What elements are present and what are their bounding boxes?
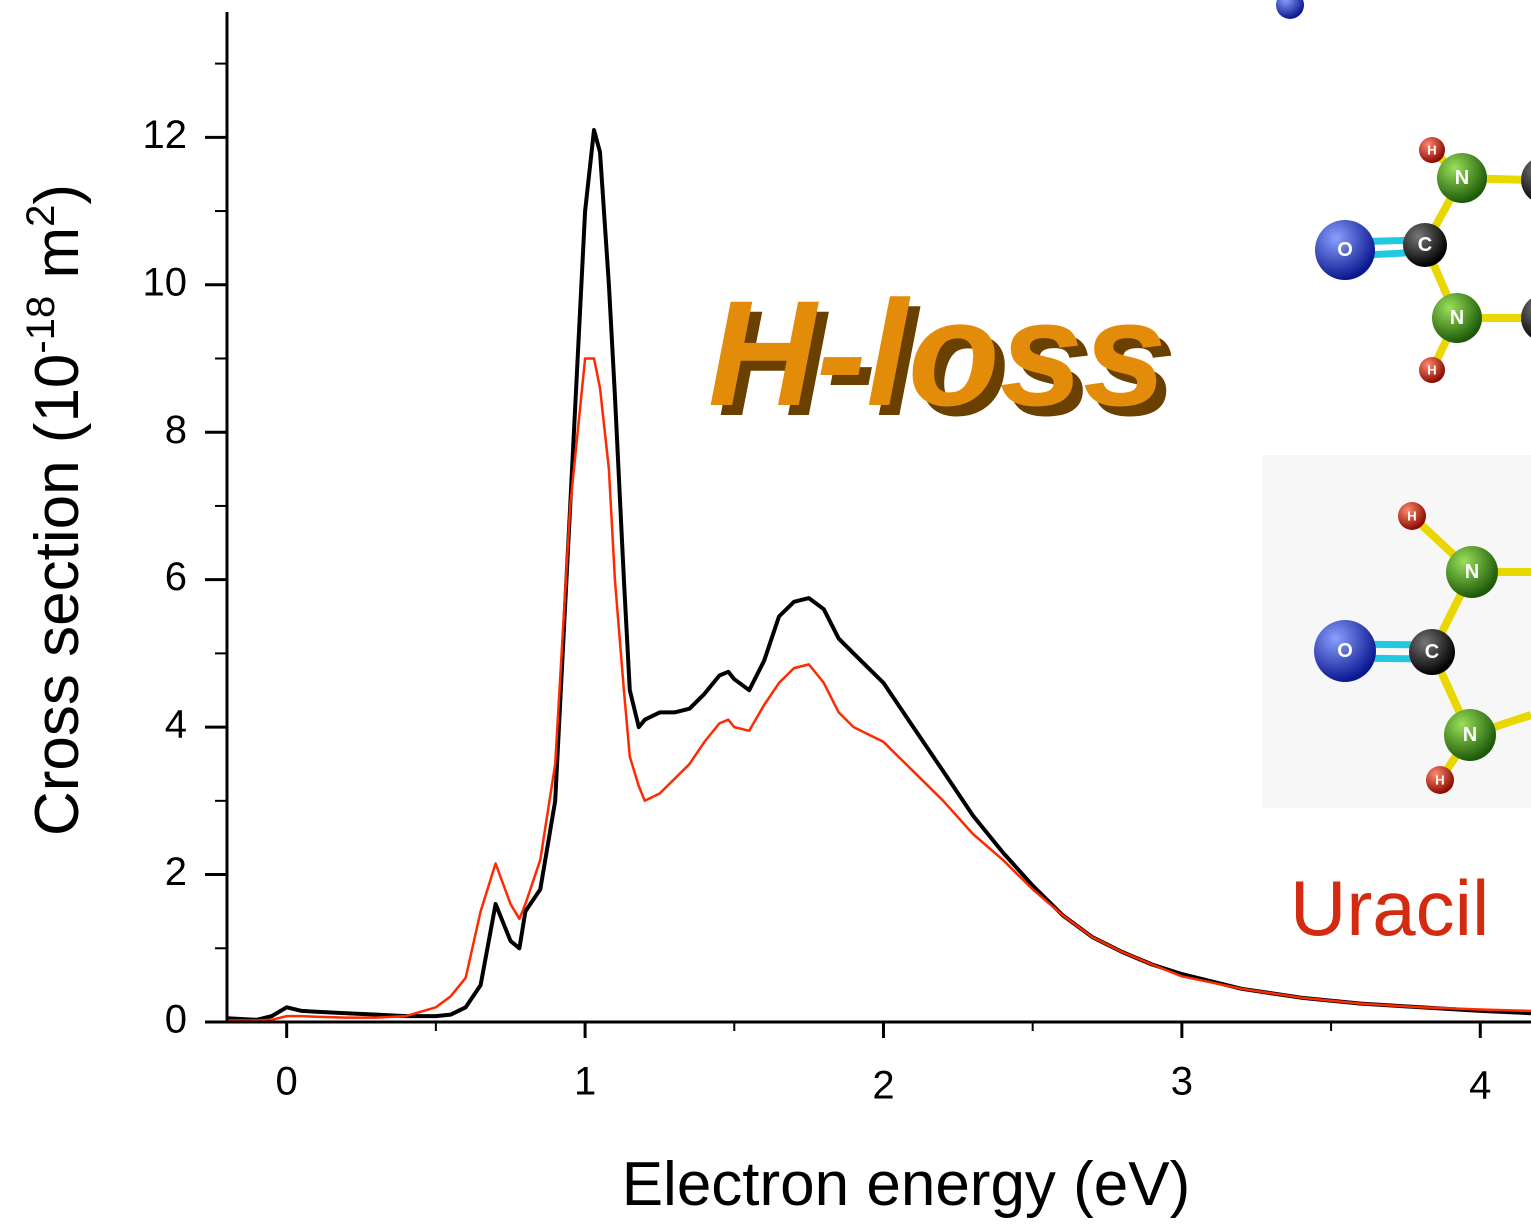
y-axis-label-part: -18 xyxy=(19,296,63,354)
atom-label: N xyxy=(1463,724,1477,746)
molecule: H N O C N H xyxy=(1262,455,1531,808)
x-tick-label: 2 xyxy=(872,1064,894,1108)
atom-label: H xyxy=(1427,363,1436,378)
y-axis-label: Cross section (10-18 m2) xyxy=(19,184,92,836)
y-axis-label-part: Cross section (10 xyxy=(23,354,92,836)
x-tick-label: 4 xyxy=(1469,1064,1491,1108)
atom-label: C xyxy=(1425,641,1439,663)
atom-label: H xyxy=(1435,773,1444,788)
atom xyxy=(1276,0,1304,19)
molecule: H N O C N H xyxy=(1315,137,1531,383)
y-tick-label: 6 xyxy=(165,555,187,599)
atom-label: O xyxy=(1337,640,1353,662)
atom-label: N xyxy=(1450,307,1464,329)
y-axis-label-part: m xyxy=(23,227,92,296)
annotation-shadow: H-loss xyxy=(718,279,1176,447)
y-axis-label-part: 2 xyxy=(19,205,63,227)
y-tick-label: 8 xyxy=(165,408,187,452)
x-tick-label: 3 xyxy=(1171,1060,1193,1104)
y-tick-label: 4 xyxy=(165,703,187,747)
annotation: Uracil xyxy=(1290,864,1489,952)
y-tick-label: 2 xyxy=(165,850,187,894)
atom-label: H xyxy=(1407,509,1416,524)
y-tick-label: 10 xyxy=(143,260,188,304)
atom-label: N xyxy=(1465,561,1479,583)
x-axis-label: Electron energy (eV) xyxy=(622,1150,1191,1219)
x-tick-label: 0 xyxy=(276,1060,298,1104)
atom-label: C xyxy=(1418,234,1432,256)
y-axis-label-part: ) xyxy=(23,184,92,205)
atom-label: H xyxy=(1427,143,1436,158)
y-tick-label: 0 xyxy=(165,998,187,1042)
atom-label: O xyxy=(1337,239,1353,261)
x-tick-label: 1 xyxy=(574,1060,596,1104)
annotation: H-loss xyxy=(708,269,1166,437)
y-tick-label: 12 xyxy=(143,113,188,157)
data-line xyxy=(227,357,1531,1022)
atom-label: N xyxy=(1455,167,1469,189)
